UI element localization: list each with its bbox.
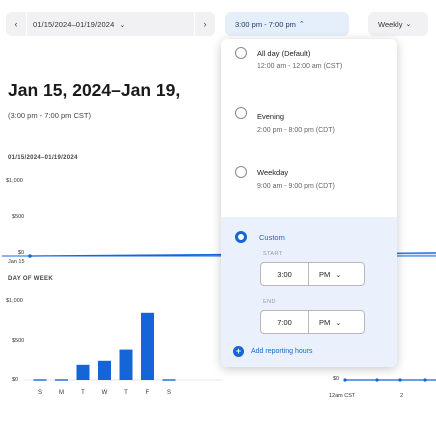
option-weekday-time: 9:00 am - 9:00 pm (CDT) — [257, 183, 335, 190]
dow-x-label-4: T — [124, 390, 128, 396]
radio-all-day[interactable] — [235, 47, 247, 59]
end-ampm-select[interactable]: PM ⌄ — [309, 318, 341, 327]
dow-x-label-6: S — [167, 390, 171, 396]
toolbar: ‹ 01/15/2024–01/19/2024 ⌄ › 3:00 pm - 7:… — [6, 12, 428, 36]
divider — [26, 12, 27, 36]
divider — [194, 12, 195, 36]
start-label: START — [263, 251, 283, 257]
option-custom-label[interactable]: Custom — [259, 233, 285, 242]
period-dropdown[interactable]: Weekly ⌄ — [368, 12, 428, 36]
previous-range-button[interactable]: ‹ — [14, 19, 18, 29]
trend-chart-label: 01/15/2024–01/19/2024 — [8, 155, 78, 161]
dow-x-label-2: T — [81, 390, 85, 396]
option-evening-time: 2:00 pm - 8:00 pm (CDT) — [257, 127, 335, 134]
date-range-dropdown[interactable]: 01/15/2024–01/19/2024 ⌄ — [27, 20, 194, 29]
date-range-picker: ‹ 01/15/2024–01/19/2024 ⌄ › — [6, 12, 215, 36]
hourly-point — [375, 378, 379, 382]
start-time-input[interactable]: 3:00 PM ⌄ — [260, 262, 365, 286]
next-range-button[interactable]: › — [203, 19, 207, 29]
dow-bar-5 — [141, 312, 154, 380]
dow-tick-0: $0 — [12, 377, 19, 383]
option-evening-label: Evening — [257, 112, 285, 121]
dow-tick-500: $500 — [12, 338, 25, 344]
trend-point — [28, 254, 32, 258]
dow-tick-1000: $1,000 — [6, 298, 23, 304]
time-range-dropdown[interactable]: 3:00 pm - 7:00 pm ⌃ — [225, 12, 349, 36]
end-time-value[interactable]: 7:00 — [261, 311, 309, 333]
dow-x-label-1: M — [59, 390, 64, 396]
hourly-x-label-2: 2 — [400, 393, 404, 399]
dow-x-label-5: F — [146, 390, 150, 396]
hourly-x-label-start: 12am CST — [329, 393, 356, 399]
trend-tick-500: $500 — [12, 214, 25, 220]
dow-chart-label: DAY OF WEEK — [8, 276, 53, 282]
dow-bar-2 — [76, 364, 90, 380]
hourly-line-chart — [343, 378, 436, 382]
start-ampm-label: PM — [319, 269, 331, 279]
option-all-day-label: All day (Default) — [257, 49, 311, 58]
option-all-day-time: 12:00 am - 12:00 am (CST) — [257, 63, 343, 70]
radio-evening[interactable] — [235, 107, 247, 119]
chevron-up-icon: ⌃ — [298, 21, 305, 28]
option-weekday-label: Weekday — [257, 168, 289, 177]
start-time-value[interactable]: 3:00 — [261, 263, 309, 285]
dow-bar-3 — [98, 360, 111, 380]
add-reporting-hours-button[interactable]: + Add reporting hours — [233, 346, 312, 357]
date-range-label: 01/15/2024–01/19/2024 — [33, 19, 115, 29]
hourly-point — [423, 378, 427, 382]
chevron-down-icon: ⌄ — [335, 271, 342, 279]
page-title: Jan 15, 2024–Jan 19, — [8, 80, 181, 100]
radio-weekday[interactable] — [235, 166, 247, 178]
dow-x-label-3: W — [102, 390, 108, 396]
radio-custom[interactable] — [235, 231, 247, 243]
chevron-down-icon: ⌄ — [405, 21, 412, 28]
time-range-label: 3:00 pm - 7:00 pm — [235, 19, 296, 29]
end-label: END — [263, 299, 276, 305]
hourly-point — [398, 378, 402, 382]
dow-bar-4 — [119, 349, 133, 380]
custom-range-panel: Custom START 3:00 PM ⌄ END 7:00 PM ⌄ — [221, 217, 397, 367]
page-subtitle: (3:00 pm - 7:00 pm CST) — [8, 111, 91, 120]
dow-x-label-0: S — [38, 390, 42, 396]
trend-x-label: Jan 15 — [8, 259, 25, 265]
hourly-point — [343, 378, 347, 382]
end-ampm-label: PM — [319, 317, 331, 327]
start-ampm-select[interactable]: PM ⌄ — [309, 270, 341, 279]
plus-icon: + — [233, 346, 244, 357]
chevron-down-icon: ⌄ — [119, 21, 126, 29]
chevron-down-icon: ⌄ — [335, 319, 342, 327]
period-label: Weekly — [378, 19, 403, 29]
add-reporting-hours-label: Add reporting hours — [251, 348, 313, 355]
hourly-tick-0: $0 — [333, 376, 340, 382]
trend-tick-1000: $1,000 — [6, 178, 23, 184]
trend-tick-0: $0 — [18, 250, 25, 256]
end-time-input[interactable]: 7:00 PM ⌄ — [260, 310, 365, 334]
time-range-menu: All day (Default) 12:00 am - 12:00 am (C… — [221, 39, 397, 367]
